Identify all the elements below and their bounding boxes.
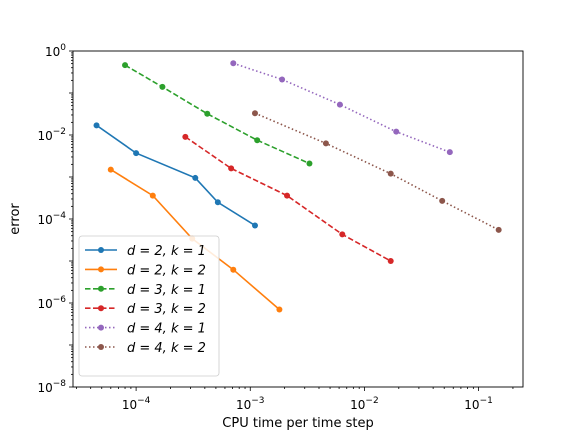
series-3 <box>122 62 313 167</box>
data-point <box>306 160 313 167</box>
data-point <box>254 137 261 144</box>
data-point <box>107 166 114 173</box>
data-point <box>251 110 258 117</box>
legend-item: d = 2, k = 1 <box>85 244 206 259</box>
data-point <box>446 149 453 156</box>
legend-marker <box>98 247 104 253</box>
legend-item: d = 2, k = 2 <box>85 263 206 278</box>
data-point <box>214 199 221 206</box>
series-5 <box>230 60 453 156</box>
legend-label: d = 4, k = 1 <box>127 322 206 337</box>
data-point <box>276 306 283 313</box>
legend-item: d = 4, k = 1 <box>85 322 206 337</box>
y-tick-label: 10−4 <box>37 211 66 227</box>
legend-label: d = 3, k = 2 <box>127 302 206 317</box>
series-line <box>233 62 451 153</box>
legend-label: d = 3, k = 1 <box>127 283 206 298</box>
legend-marker <box>98 285 104 292</box>
y-tick-label: 10−2 <box>37 127 66 143</box>
data-point <box>495 226 502 233</box>
x-tick-label: 10−2 <box>350 396 379 412</box>
data-point <box>387 170 394 177</box>
x-tick-label: 10−3 <box>236 396 265 412</box>
data-point <box>387 258 394 264</box>
data-point <box>393 128 400 135</box>
data-point <box>279 76 286 83</box>
y-axis-label: error <box>8 203 23 235</box>
data-point <box>122 62 129 69</box>
data-point <box>439 197 446 204</box>
series-layer <box>93 60 502 313</box>
legend-item: d = 4, k = 2 <box>85 341 206 356</box>
data-point <box>322 140 329 147</box>
x-axis-label: CPU time per time step <box>222 416 373 431</box>
series-4 <box>182 133 394 264</box>
legend-item: d = 3, k = 2 <box>85 302 206 317</box>
data-point <box>284 192 291 199</box>
data-point <box>336 101 343 108</box>
series-6 <box>251 110 502 233</box>
data-point <box>251 222 258 229</box>
x-tick-label: 10−1 <box>464 396 493 412</box>
legend-label: d = 2, k = 1 <box>127 244 206 259</box>
data-point <box>230 60 237 67</box>
legend: d = 2, k = 1 d = 2, k = 2 d = 3, k = 1 d = … <box>78 235 220 377</box>
data-point <box>159 83 166 90</box>
series-line <box>124 64 310 165</box>
legend-marker <box>98 324 104 331</box>
legend-marker <box>98 344 104 350</box>
data-point <box>339 231 346 238</box>
x-axis: 10−4 10−3 10−2 10−1 <box>76 387 514 412</box>
y-axis: 100 10−2 10−4 10−6 10−8 <box>37 43 73 395</box>
y-tick-label: 10−8 <box>37 379 66 395</box>
x-tick-label: 10−4 <box>122 396 151 412</box>
legend-item: d = 3, k = 1 <box>85 283 206 298</box>
data-point <box>149 192 156 199</box>
y-tick-label: 10−6 <box>37 295 66 311</box>
series-line <box>184 136 392 262</box>
legend-marker <box>98 266 104 273</box>
data-point <box>133 150 140 157</box>
legend-marker <box>98 305 104 312</box>
data-point <box>204 110 211 117</box>
legend-box <box>78 235 220 377</box>
data-point <box>228 165 235 172</box>
y-tick-label: 100 <box>45 43 66 59</box>
legend-label: d = 4, k = 2 <box>127 341 206 356</box>
legend-label: d = 2, k = 2 <box>127 263 206 278</box>
data-point <box>182 133 189 140</box>
data-point <box>192 174 199 181</box>
data-point <box>93 122 100 129</box>
series-1 <box>93 122 258 229</box>
data-point <box>230 266 237 273</box>
